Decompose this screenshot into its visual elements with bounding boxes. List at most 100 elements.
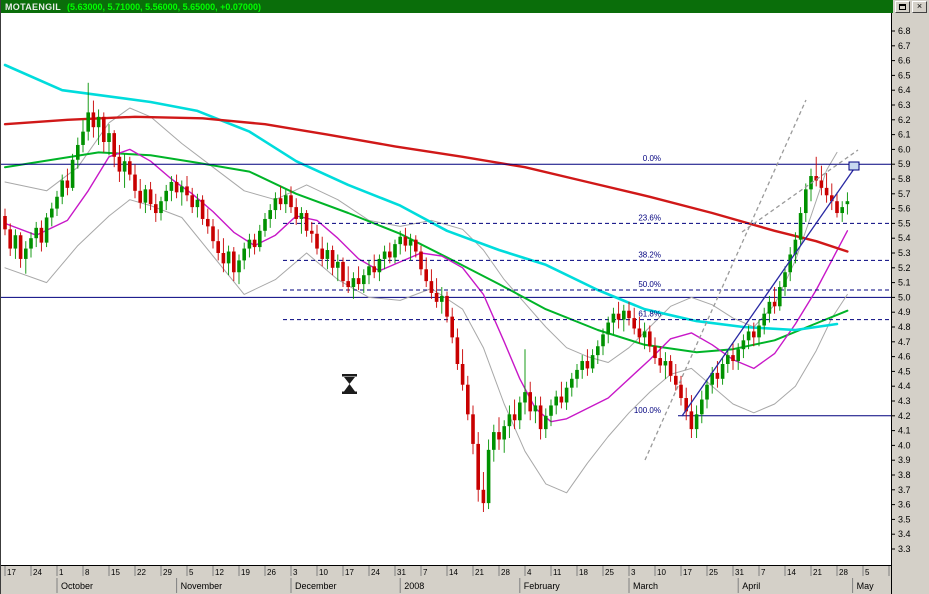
candle-body	[746, 331, 751, 341]
candle-body	[715, 372, 720, 379]
ma-cyan[interactable]	[3, 63, 839, 332]
candle-body	[91, 112, 96, 128]
price-tick-label: 5.5	[898, 218, 911, 228]
week-tick-label: 7	[423, 568, 428, 577]
candle-body	[824, 187, 829, 196]
hourglass-cursor	[344, 377, 355, 384]
week-tick-label: 28	[839, 568, 848, 577]
price-tick-label: 5.9	[898, 159, 911, 169]
candle-body	[247, 239, 252, 249]
candle-body	[424, 269, 428, 282]
candle-body	[684, 398, 688, 412]
candle-body	[29, 238, 33, 249]
candle-body	[398, 236, 402, 245]
restore-button[interactable]	[895, 0, 910, 13]
candle-body	[544, 415, 548, 430]
ma-magenta[interactable]	[4, 148, 849, 423]
week-tick-label: 10	[319, 568, 328, 577]
month-label: December	[295, 581, 337, 591]
candle-body	[512, 414, 517, 421]
window-buttons: ×	[893, 0, 929, 13]
price-axis[interactable]	[891, 13, 929, 594]
month-label: October	[61, 581, 93, 591]
price-tick-label: 4.4	[898, 381, 911, 391]
week-tick-label: 3	[293, 568, 298, 577]
candle-body	[538, 405, 543, 430]
week-tick-label: 14	[449, 568, 458, 577]
price-tick-label: 6.7	[898, 41, 911, 51]
trendline-handle[interactable]	[848, 161, 860, 171]
candle-body	[393, 244, 397, 258]
candle-body	[362, 275, 366, 285]
week-tick-label: 24	[371, 568, 380, 577]
month-label: 2008	[404, 581, 424, 591]
candle-body	[44, 217, 49, 243]
candle-body	[845, 201, 850, 205]
week-tick-label: 12	[215, 568, 224, 577]
bollinger-upper-band[interactable]	[4, 107, 838, 363]
candle-body	[429, 281, 434, 293]
bollinger-lower-band[interactable]	[4, 199, 848, 494]
candle-body	[788, 254, 792, 273]
fib-level-label: 0.0%	[643, 154, 661, 163]
candle-body	[679, 384, 683, 399]
price-tick-label: 3.7	[898, 485, 911, 495]
price-tick-label: 3.4	[898, 529, 911, 539]
candle-body	[653, 346, 657, 359]
candle-body	[757, 325, 761, 338]
week-tick-label: 4	[527, 568, 532, 577]
chart-window-titlebar[interactable]: MOTAENGIL (5.63000, 5.71000, 5.56000, 5.…	[0, 0, 929, 13]
price-tick-label: 4.8	[898, 322, 911, 332]
fib-level-label: 38.2%	[638, 250, 661, 259]
week-tick-label: 14	[787, 568, 796, 577]
candle-body	[632, 318, 636, 329]
symbol-title: MOTAENGIL	[5, 1, 62, 12]
candle-body	[143, 189, 148, 203]
candle-body	[642, 331, 647, 338]
price-tick-label: 4.1	[898, 426, 911, 436]
candle-body	[86, 112, 90, 132]
candle-body	[315, 233, 319, 249]
week-tick-label: 17	[345, 568, 354, 577]
candle-body	[190, 195, 194, 208]
fib-level-label: 61.8%	[638, 310, 661, 319]
uptrend-line[interactable]	[681, 165, 857, 417]
channel-dashed-long[interactable]	[644, 99, 807, 461]
candle-body	[273, 198, 278, 211]
candle-body	[81, 131, 85, 145]
candle-body	[268, 210, 272, 219]
candle-body	[382, 251, 387, 259]
price-tick-label: 6.8	[898, 26, 911, 36]
candle-body	[637, 328, 642, 338]
ma-long-red[interactable]	[3, 115, 849, 253]
candle-body	[122, 161, 127, 172]
candle-body	[60, 180, 64, 197]
candle-body	[128, 161, 132, 175]
candle-body	[752, 331, 756, 338]
price-chart[interactable]: 0.0%23.6%38.2%50.0%61.8%100.0%17 24 1 8 15 22…	[0, 13, 929, 594]
time-axis[interactable]	[0, 565, 929, 594]
candle-body	[39, 227, 44, 243]
candle-body	[96, 116, 101, 128]
candle-body	[185, 186, 189, 196]
candle-body	[289, 195, 293, 208]
candle-body	[736, 349, 740, 362]
price-tick-label: 6.0	[898, 144, 911, 154]
price-tick-label: 3.6	[898, 500, 911, 510]
hourglass-cursor	[342, 391, 357, 394]
price-tick-label: 5.0	[898, 292, 911, 302]
price-tick-label: 6.6	[898, 56, 911, 66]
candle-body	[388, 251, 392, 258]
close-button[interactable]: ×	[912, 0, 927, 13]
candle-body	[533, 405, 538, 412]
price-tick-label: 5.3	[898, 248, 911, 258]
candle-body	[76, 144, 80, 160]
price-tick-label: 6.5	[898, 70, 911, 80]
ma-green[interactable]	[4, 151, 849, 354]
channel-dashed-short[interactable]	[741, 149, 859, 233]
candle-body	[278, 198, 283, 205]
candle-body	[710, 372, 714, 385]
candle-body	[356, 278, 361, 285]
candle-body	[627, 310, 631, 319]
chart-plot-area[interactable]	[0, 13, 891, 565]
